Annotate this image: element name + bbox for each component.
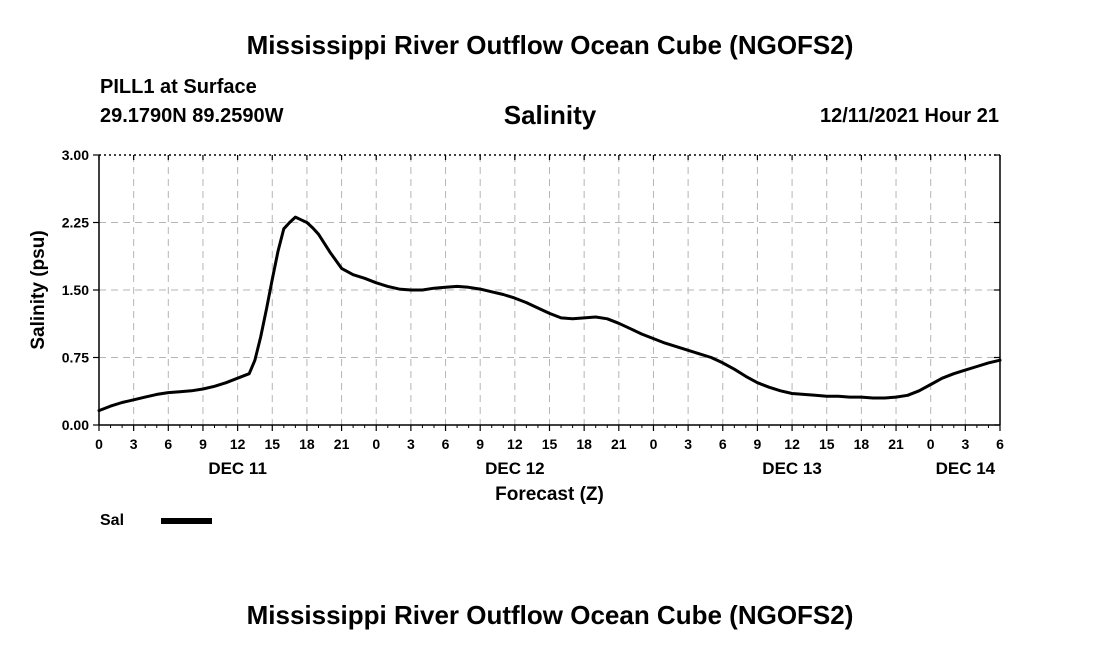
- x-tick-label: 18: [576, 436, 592, 452]
- y-axis-label: Salinity (psu): [28, 230, 49, 349]
- day-label: DEC 12: [485, 459, 545, 478]
- x-tick-label: 21: [611, 436, 627, 452]
- y-tick-label: 2.25: [62, 215, 89, 231]
- x-tick-label: 0: [95, 436, 103, 452]
- station-coordinates: 29.1790N 89.2590W: [100, 105, 284, 127]
- series-line-sal: [97, 215, 1002, 413]
- x-tick-label: 21: [888, 436, 904, 452]
- main-title: Mississippi River Outflow Ocean Cube (NG…: [246, 30, 854, 60]
- legend-label: Sal: [100, 512, 124, 529]
- x-tick-label: 21: [334, 436, 350, 452]
- day-label: DEC 14: [936, 459, 996, 478]
- x-tick-label: 3: [130, 436, 138, 452]
- x-tick-label: 15: [542, 436, 558, 452]
- day-label: DEC 13: [762, 459, 822, 478]
- x-tick-label: 9: [199, 436, 207, 452]
- x-axis-label: Forecast (Z): [495, 484, 604, 505]
- x-tick-label: 9: [476, 436, 484, 452]
- x-tick-label: 3: [407, 436, 415, 452]
- salinity-chart: 0 3 6 9 12 15 18 21 0 3 6 9 12 15 18 21 0 3 6 9 12 15 18 21 0 3 6D…: [28, 147, 1004, 529]
- y-tick-label: 3.00: [62, 147, 89, 163]
- x-tick-label: 18: [854, 436, 870, 452]
- y-tick-label: 0.75: [62, 350, 89, 366]
- y-tick-label: 0.00: [62, 417, 89, 433]
- x-tick-label: 0: [927, 436, 935, 452]
- x-tick-label: 9: [754, 436, 762, 452]
- x-tick-label: 15: [819, 436, 835, 452]
- x-tick-label: 6: [996, 436, 1004, 452]
- x-tick-label: 6: [719, 436, 727, 452]
- run-timestamp: 12/11/2021 Hour 21: [819, 105, 999, 127]
- x-tick-label: 12: [507, 436, 523, 452]
- x-tick-label: 12: [784, 436, 800, 452]
- x-tick-label: 3: [684, 436, 692, 452]
- station-name: PILL1 at Surface: [100, 76, 257, 98]
- x-tick-label: 0: [650, 436, 658, 452]
- x-tick-label: 15: [264, 436, 280, 452]
- chart-title: Salinity: [503, 100, 597, 130]
- x-tick-label: 6: [442, 436, 450, 452]
- y-tick-label: 1.50: [62, 282, 89, 298]
- x-tick-label: 18: [299, 436, 315, 452]
- x-tick-label: 3: [961, 436, 969, 452]
- x-tick-label: 12: [230, 436, 246, 452]
- footer-title: Mississippi River Outflow Ocean Cube (NG…: [246, 600, 854, 630]
- x-tick-label: 0: [372, 436, 380, 452]
- day-label: DEC 11: [208, 459, 267, 478]
- x-tick-label: 6: [164, 436, 172, 452]
